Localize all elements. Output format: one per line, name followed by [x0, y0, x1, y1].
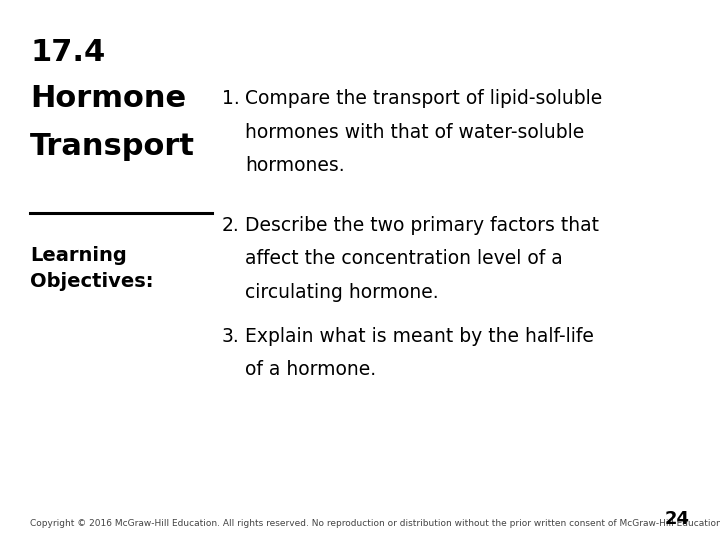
Text: of a hormone.: of a hormone. — [245, 360, 376, 379]
Text: Transport: Transport — [30, 132, 195, 161]
Text: 24: 24 — [665, 510, 690, 528]
Text: Describe the two primary factors that: Describe the two primary factors that — [245, 216, 599, 235]
Text: Compare the transport of lipid-soluble: Compare the transport of lipid-soluble — [245, 89, 602, 108]
Text: hormones with that of water-soluble: hormones with that of water-soluble — [245, 123, 584, 141]
Text: circulating hormone.: circulating hormone. — [245, 283, 438, 302]
Text: 17.4: 17.4 — [30, 38, 106, 67]
Text: Learning
Objectives:: Learning Objectives: — [30, 246, 154, 291]
Text: Copyright © 2016 McGraw-Hill Education. All rights reserved. No reproduction or : Copyright © 2016 McGraw-Hill Education. … — [30, 519, 720, 528]
Text: Explain what is meant by the half-life: Explain what is meant by the half-life — [245, 327, 594, 346]
Text: hormones.: hormones. — [245, 156, 344, 175]
Text: 2.: 2. — [222, 216, 240, 235]
Text: 1.: 1. — [222, 89, 240, 108]
Text: Hormone: Hormone — [30, 84, 186, 113]
Text: 3.: 3. — [222, 327, 240, 346]
Text: affect the concentration level of a: affect the concentration level of a — [245, 249, 562, 268]
